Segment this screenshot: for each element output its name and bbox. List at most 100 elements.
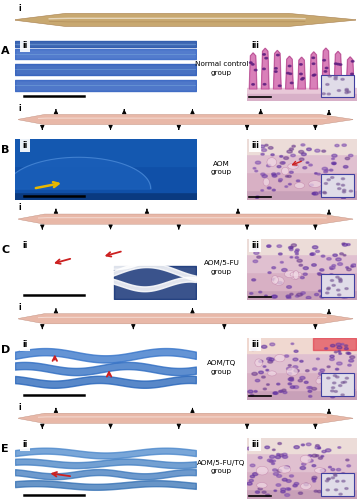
Circle shape [297,260,302,262]
Circle shape [330,355,334,358]
Circle shape [295,295,299,297]
Circle shape [287,488,291,490]
Circle shape [291,244,296,246]
Circle shape [336,486,340,488]
Polygon shape [322,48,330,89]
Polygon shape [15,14,356,26]
Circle shape [337,289,340,291]
Circle shape [346,267,348,268]
Circle shape [253,472,258,476]
Circle shape [331,182,336,184]
Circle shape [295,250,298,252]
Ellipse shape [295,182,305,188]
Circle shape [278,282,282,284]
Circle shape [273,295,277,298]
Circle shape [324,171,327,173]
Circle shape [341,473,345,475]
Circle shape [326,84,329,86]
Polygon shape [286,56,293,89]
Circle shape [313,74,316,76]
Circle shape [339,494,342,495]
Circle shape [295,256,298,258]
Polygon shape [334,52,342,89]
Circle shape [286,176,288,177]
Circle shape [347,465,351,467]
Text: i: i [19,402,21,411]
Circle shape [337,180,341,182]
Polygon shape [261,48,269,89]
Circle shape [268,272,271,274]
Circle shape [271,462,275,464]
Circle shape [331,477,335,478]
Circle shape [327,288,330,290]
Circle shape [306,162,309,164]
Circle shape [294,370,299,372]
Circle shape [256,197,258,198]
Circle shape [312,264,316,266]
Circle shape [339,353,342,354]
Circle shape [312,476,317,479]
Circle shape [310,254,314,256]
Circle shape [290,148,293,150]
Circle shape [250,464,255,466]
Circle shape [257,256,261,258]
Circle shape [330,268,333,270]
Circle shape [327,287,330,289]
Circle shape [333,374,337,376]
Circle shape [347,91,351,93]
Circle shape [267,164,271,167]
Circle shape [303,266,308,270]
Circle shape [280,162,285,164]
Circle shape [332,393,337,396]
Circle shape [334,78,337,80]
Polygon shape [19,314,353,324]
Circle shape [301,78,303,80]
Circle shape [341,178,345,180]
Circle shape [338,188,341,190]
Circle shape [325,180,328,182]
Circle shape [282,456,288,458]
Ellipse shape [300,455,311,464]
Circle shape [322,93,325,94]
Circle shape [332,264,336,266]
Circle shape [293,484,297,487]
Circle shape [306,370,309,372]
Ellipse shape [256,466,268,475]
Text: ii: ii [22,141,27,150]
Ellipse shape [268,371,276,376]
Circle shape [252,372,257,376]
Circle shape [345,88,348,90]
Circle shape [284,156,288,160]
Circle shape [349,190,353,192]
Circle shape [320,296,325,298]
Circle shape [332,162,336,164]
Circle shape [294,446,299,448]
Circle shape [279,454,283,456]
Circle shape [307,386,311,389]
Circle shape [341,78,344,80]
Circle shape [343,296,348,298]
Circle shape [336,480,339,482]
Circle shape [288,364,291,366]
Circle shape [332,154,337,157]
Circle shape [335,489,338,490]
Circle shape [267,384,269,386]
Circle shape [346,459,349,461]
Circle shape [334,76,337,78]
Circle shape [348,364,351,366]
Circle shape [253,260,258,262]
Circle shape [285,494,290,496]
Circle shape [334,76,337,78]
Circle shape [300,376,305,380]
Circle shape [339,279,342,281]
Circle shape [341,382,345,384]
Circle shape [300,276,304,278]
Circle shape [282,478,287,481]
Circle shape [250,292,253,294]
Circle shape [259,360,263,362]
Circle shape [265,295,267,296]
Circle shape [325,170,328,171]
Circle shape [338,350,341,352]
Circle shape [299,150,304,154]
Circle shape [287,286,291,288]
